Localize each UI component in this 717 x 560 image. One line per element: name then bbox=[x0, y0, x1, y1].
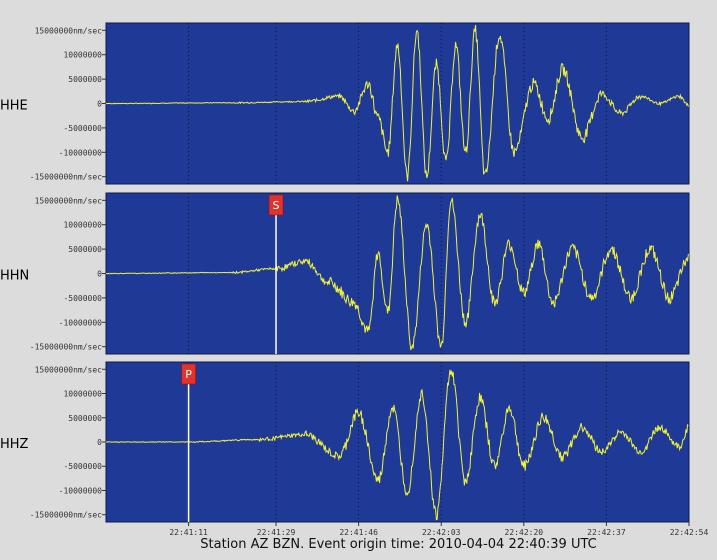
figure-caption: Station AZ BZN. Event origin time: 2010-… bbox=[200, 537, 597, 552]
phase-pick-box bbox=[181, 363, 196, 385]
y-tick-label: 5000000 bbox=[68, 75, 102, 84]
channel-label: HHZ bbox=[0, 437, 29, 452]
x-tick-label: 22:42:54 bbox=[670, 528, 709, 537]
phase-pick-label: P bbox=[185, 368, 192, 381]
y-tick-label: 15000000nm/sec bbox=[35, 196, 103, 205]
waveform-trace bbox=[105, 24, 689, 182]
y-tick-label: 10000000 bbox=[63, 390, 102, 399]
y-tick-label: 15000000nm/sec bbox=[35, 365, 103, 374]
x-tick-label: 22:42:03 bbox=[422, 528, 461, 537]
x-tick-label: 22:42:20 bbox=[505, 528, 544, 537]
y-tick-label: -10000000 bbox=[59, 486, 103, 495]
y-tick-label: -15000000nm/sec bbox=[30, 173, 102, 182]
y-tick-label: -5000000 bbox=[63, 462, 102, 471]
channel-panel-hhz: 15000000nm/sec 10000000 5000000 0 -5000000 -1… bbox=[0, 361, 690, 523]
y-tick-label: 5000000 bbox=[68, 414, 102, 423]
x-tick-label: 22:41:46 bbox=[339, 528, 378, 537]
y-tick-label: 0 bbox=[97, 270, 102, 279]
y-tick-label: -10000000 bbox=[59, 318, 103, 327]
y-tick-label: 10000000 bbox=[63, 51, 102, 60]
x-tick-label: 22:42:37 bbox=[587, 528, 626, 537]
y-tick-label: -10000000 bbox=[59, 148, 103, 157]
channel-panel-hhn: 15000000nm/sec 10000000 5000000 0 -5000000 -1… bbox=[0, 192, 690, 355]
y-tick-label: 10000000 bbox=[63, 221, 102, 230]
y-tick-label: 15000000nm/sec bbox=[35, 26, 103, 35]
y-tick-label: -15000000nm/sec bbox=[30, 343, 102, 352]
channel-label: HHE bbox=[0, 99, 28, 114]
phase-pick-label: S bbox=[273, 199, 280, 212]
phase-pick-box bbox=[268, 194, 284, 216]
y-tick-label: -15000000nm/sec bbox=[30, 511, 102, 520]
y-tick-label: 0 bbox=[97, 100, 102, 109]
waveform-trace bbox=[106, 195, 689, 351]
waveform-trace bbox=[105, 369, 689, 521]
y-tick-label: 0 bbox=[97, 438, 102, 447]
x-tick-label: 22:41:11 bbox=[169, 528, 208, 537]
x-tick-label: 22:41:29 bbox=[257, 528, 296, 537]
y-tick-label: -5000000 bbox=[63, 124, 102, 133]
channel-panel-hhe: 15000000nm/sec 10000000 5000000 0 -5000000 -1… bbox=[0, 22, 690, 185]
channel-label: HHN bbox=[0, 269, 29, 284]
y-tick-label: 5000000 bbox=[68, 245, 102, 254]
y-tick-label: -5000000 bbox=[63, 294, 102, 303]
